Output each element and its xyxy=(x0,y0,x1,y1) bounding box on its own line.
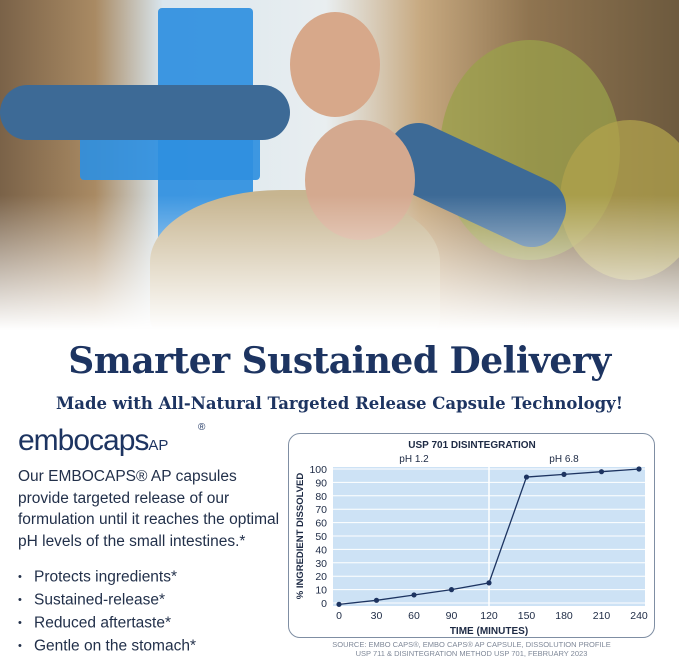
ph-label: pH 1.2 xyxy=(399,454,429,465)
data-point xyxy=(373,597,380,603)
registered-mark: ® xyxy=(198,422,205,433)
y-tick-label: 30 xyxy=(315,558,327,570)
benefit-list: Protects ingredients* Sustained-release*… xyxy=(18,566,196,657)
list-item: Gentle on the stomach* xyxy=(18,635,196,658)
x-tick-label: 60 xyxy=(408,610,420,622)
list-item: Protects ingredients* xyxy=(18,566,196,589)
y-tick-label: 20 xyxy=(315,571,327,583)
embocaps-logo: embocapsAP ® xyxy=(18,422,205,458)
y-tick-label: 70 xyxy=(315,504,327,516)
chart-title: USP 701 DISINTEGRATION xyxy=(408,440,535,451)
y-tick-label: 0 xyxy=(321,598,327,610)
logo-suffix: AP xyxy=(148,437,169,454)
x-tick-label: 0 xyxy=(336,610,342,622)
subheadline: Made with All-Natural Targeted Release C… xyxy=(56,394,623,413)
source-line: SOURCE: EMBO CAPS®, EMBO CAPS® AP CAPSUL… xyxy=(332,640,611,649)
y-tick-label: 10 xyxy=(315,585,327,597)
x-tick-label: 120 xyxy=(480,610,498,622)
ph-label: pH 6.8 xyxy=(549,454,579,465)
data-point xyxy=(523,474,530,480)
headline: Smarter Sustained Delivery xyxy=(68,340,611,382)
data-point xyxy=(411,592,417,598)
x-tick-label: 240 xyxy=(630,610,648,622)
x-tick-label: 150 xyxy=(518,610,536,622)
chart-panel: 0 10 20 30 40 50 60 70 80 90 100 0 30 60 90 120 150 180 21… xyxy=(288,433,655,638)
source-note: SOURCE: EMBO CAPS®, EMBO CAPS® AP CAPSUL… xyxy=(288,640,655,658)
x-tick-label: 90 xyxy=(446,610,458,622)
data-point xyxy=(561,471,567,477)
y-axis-label: % INGREDIENT DISSOLVED xyxy=(295,473,306,600)
y-tick-label: 40 xyxy=(315,544,327,556)
data-point xyxy=(448,587,455,593)
data-point xyxy=(486,580,492,586)
data-point xyxy=(336,601,342,607)
y-tick-label: 80 xyxy=(315,491,327,503)
y-tick-label: 90 xyxy=(315,477,327,489)
source-line: USP 711 & DISINTEGRATION METHOD USP 701,… xyxy=(355,649,588,658)
x-tick-label: 180 xyxy=(555,610,573,622)
description: Our EMBOCAPS® AP capsules provide target… xyxy=(18,468,280,550)
x-axis-label: TIME (MINUTES) xyxy=(450,626,528,637)
logo-text: embocaps xyxy=(18,424,149,457)
hero-photo xyxy=(0,0,679,345)
y-tick-label: 60 xyxy=(315,518,327,530)
data-point xyxy=(636,466,642,472)
x-tick-label: 30 xyxy=(371,610,383,622)
y-tick-label: 100 xyxy=(309,464,327,476)
y-tick-label: 50 xyxy=(315,531,327,543)
list-item: Reduced aftertaste* xyxy=(18,612,196,635)
data-point xyxy=(598,469,605,475)
x-tick-label: 210 xyxy=(593,610,611,622)
list-item: Sustained-release* xyxy=(18,589,196,612)
